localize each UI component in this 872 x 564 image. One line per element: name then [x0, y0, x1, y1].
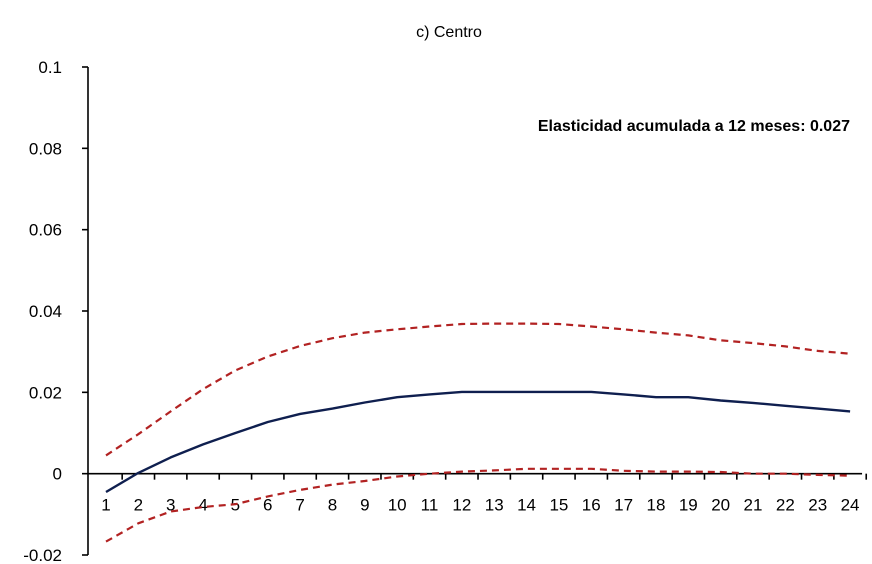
x-tick-label: 14: [517, 496, 536, 515]
x-axis: 1 2 3 4 5 6 7 8 9 10 11 12 13 14 15 16 17 18 19 20 21 22 23 24: [88, 472, 868, 515]
x-tick-label: 13: [485, 496, 504, 515]
x-tick-label: 4: [198, 496, 207, 515]
y-tick-label: 0.06: [29, 221, 62, 240]
x-tick-label: 17: [614, 496, 633, 515]
elasticity-annotation: Elasticidad acumulada a 12 meses: 0.027: [538, 118, 850, 135]
confidence-band-line: [105, 322, 851, 457]
x-tick-label: 11: [421, 496, 439, 515]
x-tick-label: 6: [263, 496, 272, 515]
x-tick-label: 18: [646, 496, 665, 515]
confidence-band-line: [105, 467, 851, 543]
x-tick-label: 2: [134, 496, 143, 515]
x-tick-label: 20: [711, 496, 730, 515]
y-axis: 0.1 0.08 0.06 0.04 0.02 0 -0.02: [23, 58, 89, 564]
x-tick-label: 19: [679, 496, 698, 515]
x-tick-label: 15: [549, 496, 568, 515]
x-tick-label: 23: [808, 496, 827, 515]
x-tick-label: 3: [166, 496, 175, 515]
x-tick-label: 1: [101, 496, 110, 515]
series-lines: [105, 322, 851, 543]
y-tick-label: 0.04: [29, 302, 62, 321]
x-tick-label: 24: [841, 496, 860, 515]
y-tick-label: 0.02: [29, 383, 62, 402]
chart-title: c) Centro: [416, 24, 482, 41]
x-tick-label: 9: [360, 496, 369, 515]
x-tick-label: 7: [295, 496, 304, 515]
x-tick-label: 21: [744, 496, 763, 515]
y-tick-label: 0.08: [29, 139, 62, 158]
elasticity-line: [105, 390, 851, 494]
x-tick-label: 12: [452, 496, 471, 515]
y-tick-label: -0.02: [23, 546, 62, 564]
y-tick-label: 0.1: [38, 58, 62, 77]
x-tick-label: 16: [582, 496, 601, 515]
x-tick-label: 8: [328, 496, 337, 515]
x-tick-label: 10: [388, 496, 407, 515]
x-tick-label: 22: [776, 496, 795, 515]
y-tick-label: 0: [53, 465, 62, 484]
